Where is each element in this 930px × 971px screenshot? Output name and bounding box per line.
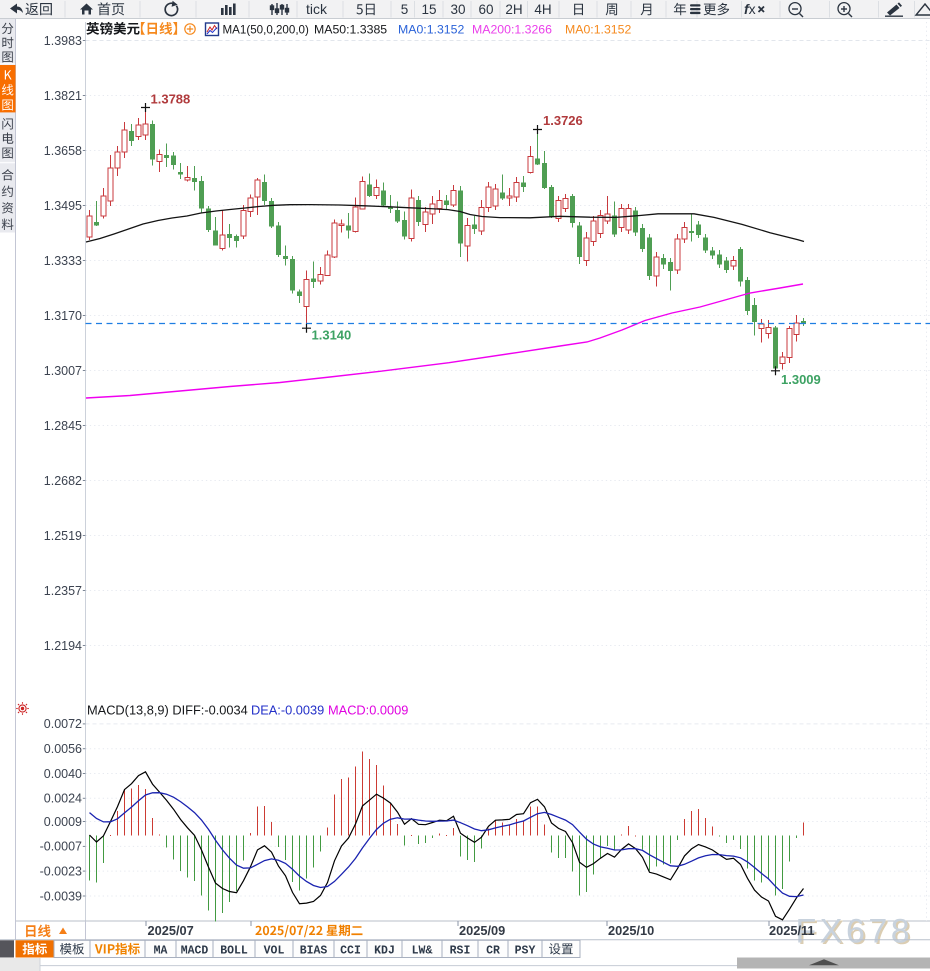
svg-text:CCI: CCI: [340, 945, 361, 958]
svg-text:2H: 2H: [505, 2, 522, 17]
svg-text:1.3495: 1.3495: [44, 199, 82, 213]
svg-text:0.0072: 0.0072: [44, 717, 82, 731]
svg-text:1.3009: 1.3009: [781, 372, 821, 387]
svg-text:MA200:1.3266: MA200:1.3266: [472, 23, 552, 37]
svg-text:0.0009: 0.0009: [44, 815, 82, 829]
svg-text:1.3333: 1.3333: [44, 254, 82, 268]
svg-text:2025/09: 2025/09: [459, 923, 505, 938]
svg-text:VOL: VOL: [264, 945, 285, 958]
svg-text:MA0:1.3152: MA0:1.3152: [398, 23, 464, 37]
svg-text:2025/10: 2025/10: [608, 923, 654, 938]
svg-text:BIAS: BIAS: [300, 945, 328, 958]
svg-text:MA50:1.3385: MA50:1.3385: [314, 23, 387, 37]
svg-text:30: 30: [450, 2, 465, 17]
svg-text:BOLL: BOLL: [220, 945, 248, 958]
svg-text:CR: CR: [486, 945, 500, 958]
svg-text:1.3007: 1.3007: [44, 364, 82, 378]
svg-text:1.3983: 1.3983: [44, 34, 82, 48]
svg-text:5: 5: [401, 2, 409, 17]
svg-text:1.2357: 1.2357: [44, 584, 82, 598]
svg-text:DEA:-0.0039: DEA:-0.0039: [251, 703, 324, 718]
svg-text:1.2194: 1.2194: [44, 639, 82, 653]
svg-text:0.0040: 0.0040: [44, 767, 82, 781]
svg-text:1.3726: 1.3726: [543, 113, 583, 128]
svg-text:2025/11: 2025/11: [769, 923, 815, 938]
svg-text:1.2845: 1.2845: [44, 419, 82, 433]
svg-text:60: 60: [478, 2, 493, 17]
svg-text:1.2519: 1.2519: [44, 529, 82, 543]
svg-text:4H: 4H: [534, 2, 551, 17]
svg-text:FX678: FX678: [798, 914, 916, 952]
svg-text:1.3170: 1.3170: [44, 309, 82, 323]
svg-text:MACD: MACD: [181, 945, 209, 958]
svg-text:1.3658: 1.3658: [44, 144, 82, 158]
svg-text:1.3821: 1.3821: [44, 89, 82, 103]
svg-text:1.3788: 1.3788: [151, 92, 191, 107]
svg-text:0.0056: 0.0056: [44, 742, 82, 756]
svg-text:2025/07: 2025/07: [148, 923, 194, 938]
svg-text:0.0024: 0.0024: [44, 792, 82, 806]
svg-text:1.2682: 1.2682: [44, 474, 82, 488]
svg-text:MACD:0.0009: MACD:0.0009: [328, 703, 408, 718]
svg-text:MACD(13,8,9) DIFF:-0.0034: MACD(13,8,9) DIFF:-0.0034: [87, 703, 248, 718]
svg-text:15: 15: [421, 2, 436, 17]
svg-text:PSY: PSY: [515, 945, 536, 958]
svg-text:FX678: FX678: [796, 913, 914, 951]
svg-text:-0.0039: -0.0039: [40, 889, 82, 903]
svg-text:-0.0023: -0.0023: [40, 864, 82, 878]
svg-text:KDJ: KDJ: [374, 945, 395, 958]
svg-text:MA: MA: [154, 945, 168, 958]
svg-text:1.3140: 1.3140: [312, 328, 352, 343]
svg-text:-0.0007: -0.0007: [40, 840, 82, 854]
svg-text:fx: fx: [744, 1, 756, 17]
svg-text:LW&: LW&: [412, 945, 433, 958]
svg-text:RSI: RSI: [450, 945, 471, 958]
svg-text:MA0:1.3152: MA0:1.3152: [565, 23, 631, 37]
svg-text:tick: tick: [306, 1, 328, 17]
svg-text:MA1(50,0,200,0): MA1(50,0,200,0): [223, 24, 309, 37]
